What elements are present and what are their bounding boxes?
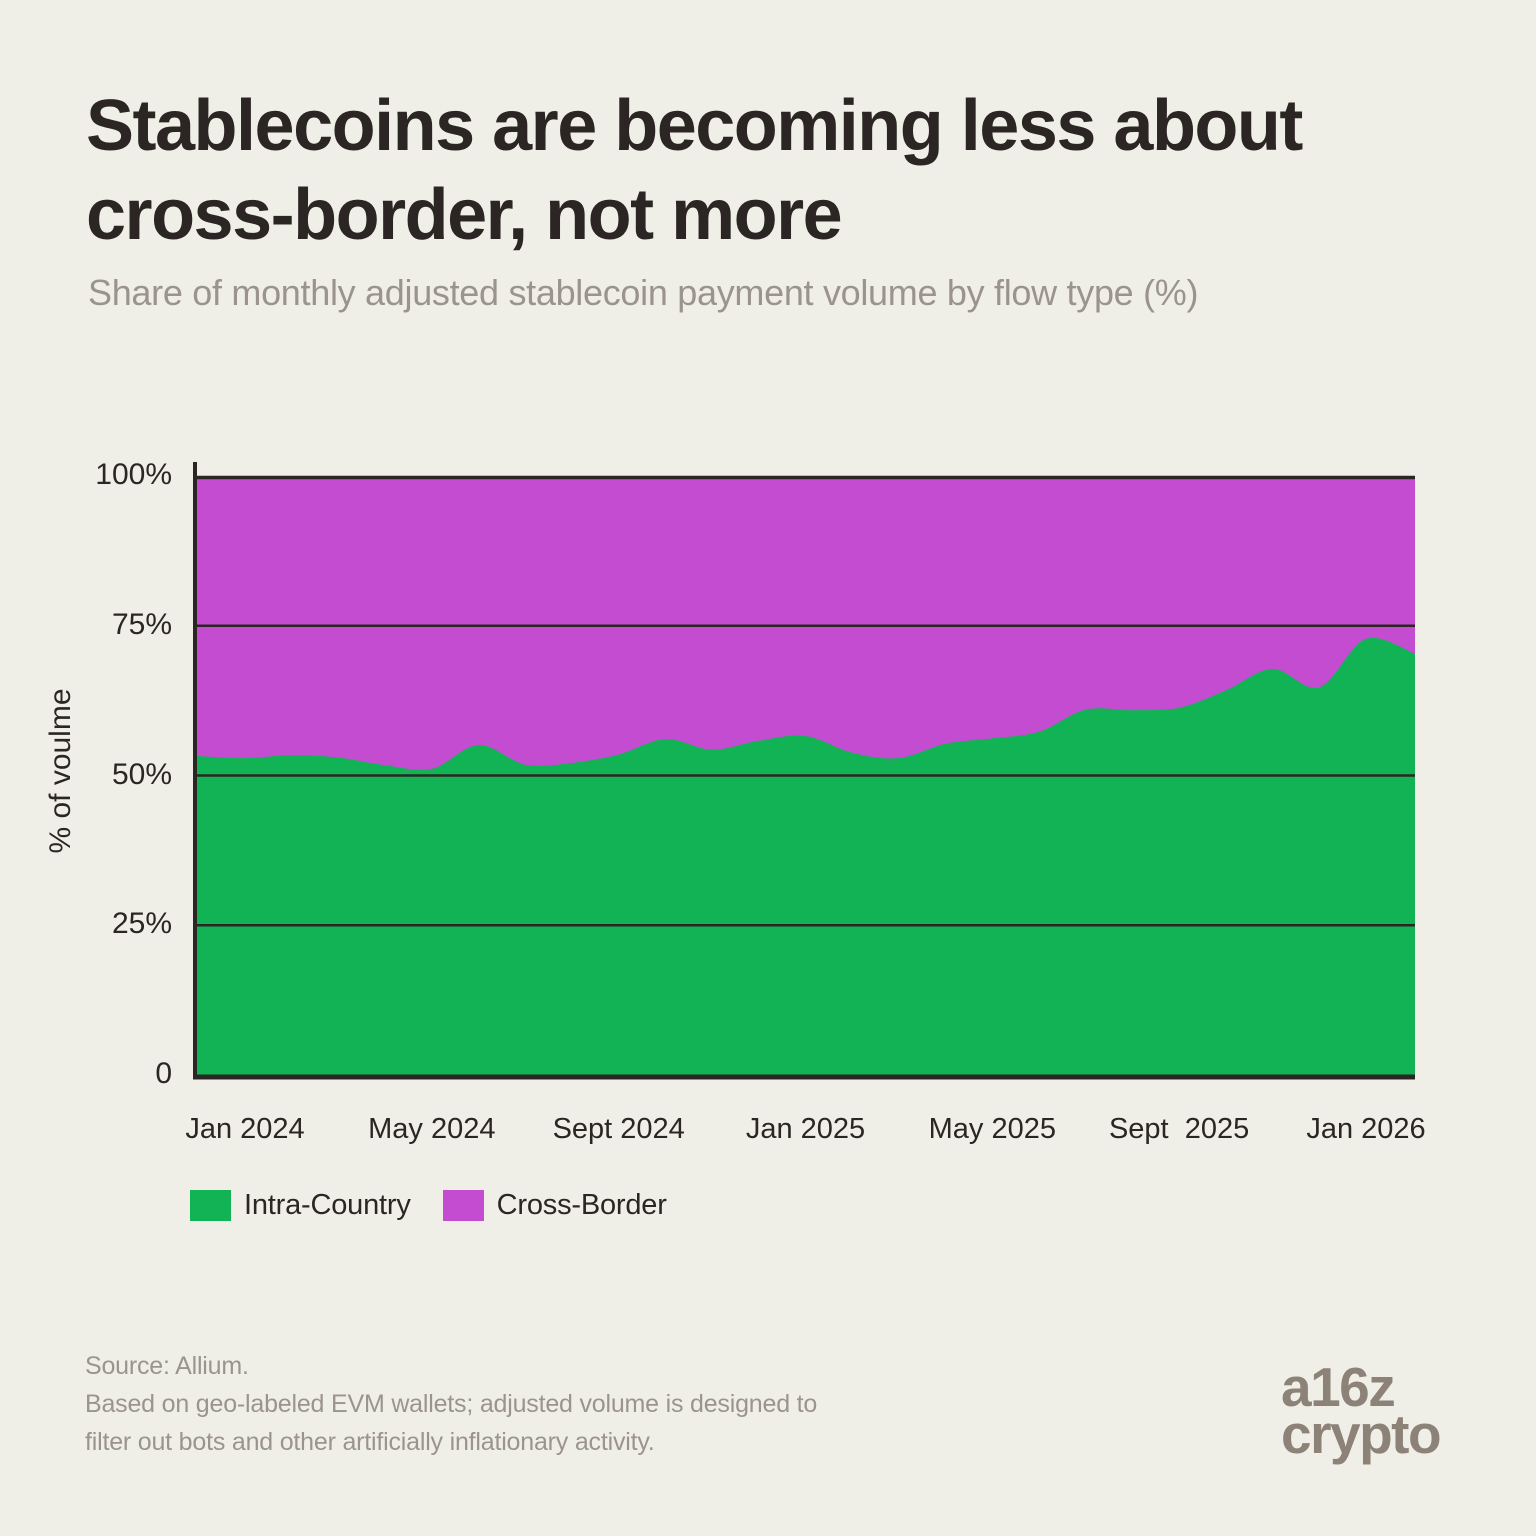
intra-country-area (193, 637, 1415, 1077)
logo-line-2: crypto (1281, 1403, 1442, 1465)
source-line-2: Based on geo-labeled EVM wallets; adjust… (85, 1390, 818, 1418)
cross-border-swatch (442, 1190, 484, 1221)
source-note: Source: Allium. Based on geo-labeled EVM… (85, 1347, 817, 1461)
a16z-crypto-logo: a16z crypto (1281, 1356, 1442, 1465)
chart-title: Stablecoins are becoming less about cros… (86, 82, 1303, 260)
legend: Intra-Country Cross-Border (190, 1189, 667, 1222)
x-tick-label: Jan 2024 (185, 1113, 305, 1145)
y-tick-label: 0 (155, 1057, 172, 1090)
intra-country-swatch (190, 1190, 231, 1221)
legend-item-intra-country: Intra-Country (190, 1189, 411, 1222)
y-tick-label: 100% (95, 458, 172, 491)
y-tick-label: 75% (111, 607, 172, 641)
x-tick-label: May 2024 (368, 1113, 496, 1145)
gridlines (193, 624, 1415, 927)
source-line-1: Source: Allium. (85, 1352, 249, 1380)
legend-label-intra-country: Intra-Country (244, 1189, 411, 1221)
x-tick-label: May 2025 (928, 1113, 1056, 1145)
chart-title-line-2: cross-border, not more (86, 175, 843, 255)
source-line-3: filter out bots and other artificially i… (85, 1428, 655, 1456)
legend-label-cross-border: Cross-Border (496, 1189, 667, 1221)
logo-line-1: a16z (1281, 1356, 1396, 1418)
x-tick-label: Sept 2025 (1108, 1113, 1250, 1145)
x-tick-label: Sept 2024 (552, 1113, 685, 1145)
legend-item-cross-border: Cross-Border (442, 1189, 667, 1222)
chart-title-line-1: Stablecoins are becoming less about (86, 86, 1303, 166)
y-tick-label: 50% (111, 757, 172, 791)
x-tick-label: Jan 2025 (745, 1113, 866, 1145)
y-tick-label: 25% (111, 907, 172, 941)
chart-subtitle: Share of monthly adjusted stablecoin pay… (88, 272, 1199, 313)
x-tick-label: Jan 2026 (1306, 1113, 1426, 1145)
